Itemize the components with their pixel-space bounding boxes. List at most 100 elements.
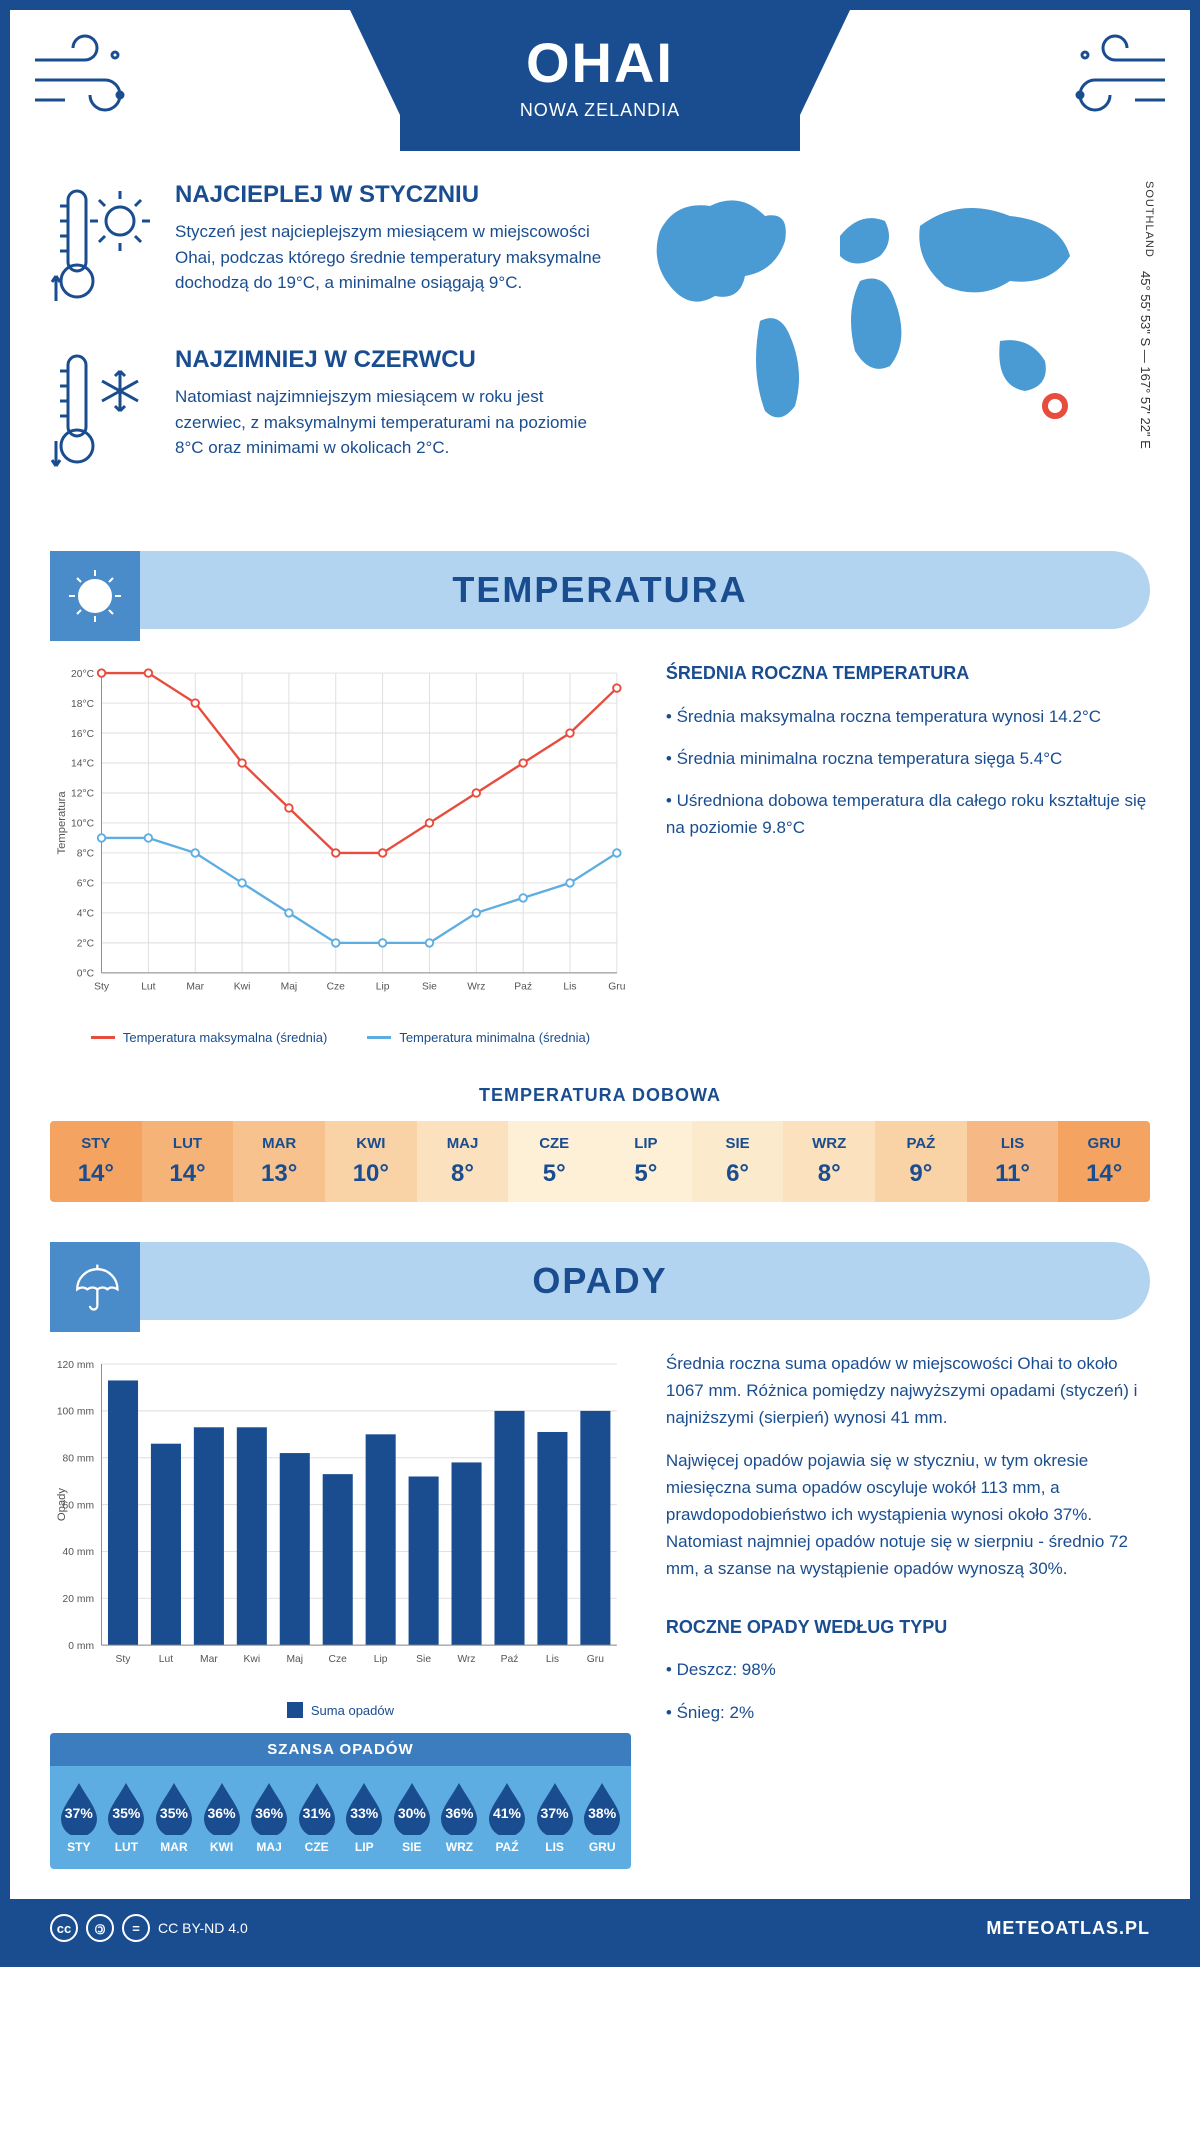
svg-text:Wrz: Wrz	[457, 1654, 475, 1665]
cold-block: NAJZIMNIEJ W CZERWCU Natomiast najzimnie…	[50, 346, 610, 481]
temp-line-chart: 0°C2°C4°C6°C8°C10°C12°C14°C16°C18°C20°CS…	[50, 659, 631, 1015]
chance-cell: 41% PAŹ	[483, 1781, 531, 1854]
svg-text:4°C: 4°C	[77, 909, 95, 920]
raindrop-icon: 30%	[389, 1781, 435, 1835]
chance-cell: 33% LIP	[340, 1781, 388, 1854]
chance-cell: 38% GRU	[578, 1781, 626, 1854]
footer: cc 🄯 = CC BY-ND 4.0 METEOATLAS.PL	[10, 1899, 1190, 1957]
svg-text:8°C: 8°C	[77, 849, 95, 860]
world-map-icon	[630, 181, 1110, 441]
chance-cell: 30% SIE	[388, 1781, 436, 1854]
svg-text:20°C: 20°C	[71, 669, 95, 680]
svg-text:16°C: 16°C	[71, 729, 95, 740]
svg-text:40 mm: 40 mm	[63, 1547, 94, 1558]
daily-cell: KWI10°	[325, 1121, 417, 1202]
daily-cell: SIE6°	[692, 1121, 784, 1202]
svg-text:Sie: Sie	[422, 982, 437, 993]
hot-body: Styczeń jest najcieplejszym miesiącem w …	[175, 219, 610, 296]
temp-side-text: ŚREDNIA ROCZNA TEMPERATURA • Średnia mak…	[666, 659, 1150, 1045]
title-block: OHAI NOWA ZELANDIA	[400, 10, 800, 151]
daily-cell: MAJ8°	[417, 1121, 509, 1202]
raindrop-icon: 36%	[199, 1781, 245, 1835]
coords-label: 45° 55' 53" S — 167° 57' 22" E	[1134, 271, 1155, 449]
daily-cell: LUT14°	[142, 1121, 234, 1202]
temp-legend: Temperatura maksymalna (średnia) Tempera…	[50, 1030, 631, 1045]
svg-text:Opady: Opady	[56, 1488, 68, 1521]
svg-text:Sty: Sty	[94, 982, 110, 993]
chance-cell: 36% KWI	[198, 1781, 246, 1854]
footer-brand: METEOATLAS.PL	[986, 1918, 1150, 1939]
daily-temp-table: STY14°LUT14°MAR13°KWI10°MAJ8°CZE5°LIP5°S…	[50, 1121, 1150, 1202]
cold-text: NAJZIMNIEJ W CZERWCU Natomiast najzimnie…	[175, 346, 610, 481]
svg-text:120 mm: 120 mm	[57, 1360, 94, 1371]
rain-section-header: OPADY	[50, 1242, 1150, 1320]
umbrella-icon	[50, 1242, 140, 1332]
chance-box: SZANSA OPADÓW 37% STY 35% LUT 35% MAR 36…	[50, 1733, 631, 1869]
rain-title: OPADY	[50, 1260, 1150, 1302]
intro-text-col: NAJCIEPLEJ W STYCZNIU Styczeń jest najci…	[50, 181, 610, 511]
wind-left-icon	[10, 10, 170, 150]
svg-text:Kwi: Kwi	[234, 982, 251, 993]
svg-text:Gru: Gru	[587, 1654, 604, 1665]
chance-cell: 31% CZE	[293, 1781, 341, 1854]
temp-chart-col: 0°C2°C4°C6°C8°C10°C12°C14°C16°C18°C20°CS…	[50, 659, 631, 1045]
svg-text:Cze: Cze	[329, 1654, 348, 1665]
thermometer-sun-icon	[50, 181, 150, 316]
svg-text:Maj: Maj	[281, 982, 298, 993]
svg-text:Mar: Mar	[200, 1654, 218, 1665]
chance-cell: 36% MAJ	[245, 1781, 293, 1854]
daily-cell: LIP5°	[600, 1121, 692, 1202]
svg-text:Paź: Paź	[514, 982, 532, 993]
raindrop-icon: 31%	[294, 1781, 340, 1835]
svg-text:Gru: Gru	[608, 982, 625, 993]
raindrop-icon: 41%	[484, 1781, 530, 1835]
raindrop-icon: 33%	[341, 1781, 387, 1835]
region-label: SOUTHLAND	[1143, 181, 1155, 258]
svg-text:14°C: 14°C	[71, 759, 95, 770]
chance-cell: 35% LUT	[103, 1781, 151, 1854]
svg-text:80 mm: 80 mm	[63, 1454, 94, 1465]
rain-side-text: Średnia roczna suma opadów w miejscowośc…	[666, 1350, 1150, 1869]
svg-text:12°C: 12°C	[71, 789, 95, 800]
rain-content: 0 mm20 mm40 mm60 mm80 mm100 mm120 mmStyL…	[10, 1320, 1190, 1899]
raindrop-icon: 37%	[532, 1781, 578, 1835]
svg-text:Temperatura: Temperatura	[56, 791, 68, 855]
svg-text:Lut: Lut	[159, 1654, 173, 1665]
legend-rain: Suma opadów	[287, 1702, 394, 1718]
hot-text: NAJCIEPLEJ W STYCZNIU Styczeń jest najci…	[175, 181, 610, 316]
svg-text:Lip: Lip	[374, 1654, 388, 1665]
rain-para-2: Najwięcej opadów pojawia się w styczniu,…	[666, 1447, 1150, 1583]
daily-title: TEMPERATURA DOBOWA	[10, 1085, 1190, 1106]
temp-content: 0°C2°C4°C6°C8°C10°C12°C14°C16°C18°C20°CS…	[10, 629, 1190, 1075]
svg-text:10°C: 10°C	[71, 819, 95, 830]
svg-text:Mar: Mar	[186, 982, 204, 993]
by-icon: 🄯	[86, 1914, 114, 1942]
raindrop-icon: 38%	[579, 1781, 625, 1835]
intro-section: NAJCIEPLEJ W STYCZNIU Styczeń jest najci…	[10, 151, 1190, 531]
rain-type-2: • Śnieg: 2%	[666, 1699, 1150, 1726]
cold-body: Natomiast najzimniejszym miesiącem w rok…	[175, 384, 610, 461]
svg-text:Lis: Lis	[546, 1654, 559, 1665]
svg-text:Maj: Maj	[286, 1654, 303, 1665]
map-col: SOUTHLAND 45° 55' 53" S — 167° 57' 22" E	[630, 181, 1150, 511]
raindrop-icon: 36%	[436, 1781, 482, 1835]
daily-cell: STY14°	[50, 1121, 142, 1202]
daily-cell: LIS11°	[967, 1121, 1059, 1202]
chance-cell: 36% WRZ	[436, 1781, 484, 1854]
license-text: CC BY-ND 4.0	[158, 1920, 248, 1936]
license-block: cc 🄯 = CC BY-ND 4.0	[50, 1914, 248, 1942]
rain-bar-chart: 0 mm20 mm40 mm60 mm80 mm100 mm120 mmStyL…	[50, 1350, 631, 1687]
chance-cell: 37% STY	[55, 1781, 103, 1854]
rain-type-title: ROCZNE OPADY WEDŁUG TYPU	[666, 1613, 1150, 1642]
svg-text:18°C: 18°C	[71, 699, 95, 710]
chance-title: SZANSA OPADÓW	[50, 1733, 631, 1766]
raindrop-icon: 35%	[151, 1781, 197, 1835]
chance-cell: 37% LIS	[531, 1781, 579, 1854]
svg-text:Lut: Lut	[141, 982, 155, 993]
hot-block: NAJCIEPLEJ W STYCZNIU Styczeń jest najci…	[50, 181, 610, 316]
legend-max: Temperatura maksymalna (średnia)	[91, 1030, 327, 1045]
temp-side-title: ŚREDNIA ROCZNA TEMPERATURA	[666, 659, 1150, 688]
daily-cell: CZE5°	[508, 1121, 600, 1202]
rain-para-1: Średnia roczna suma opadów w miejscowośc…	[666, 1350, 1150, 1432]
daily-cell: GRU14°	[1058, 1121, 1150, 1202]
